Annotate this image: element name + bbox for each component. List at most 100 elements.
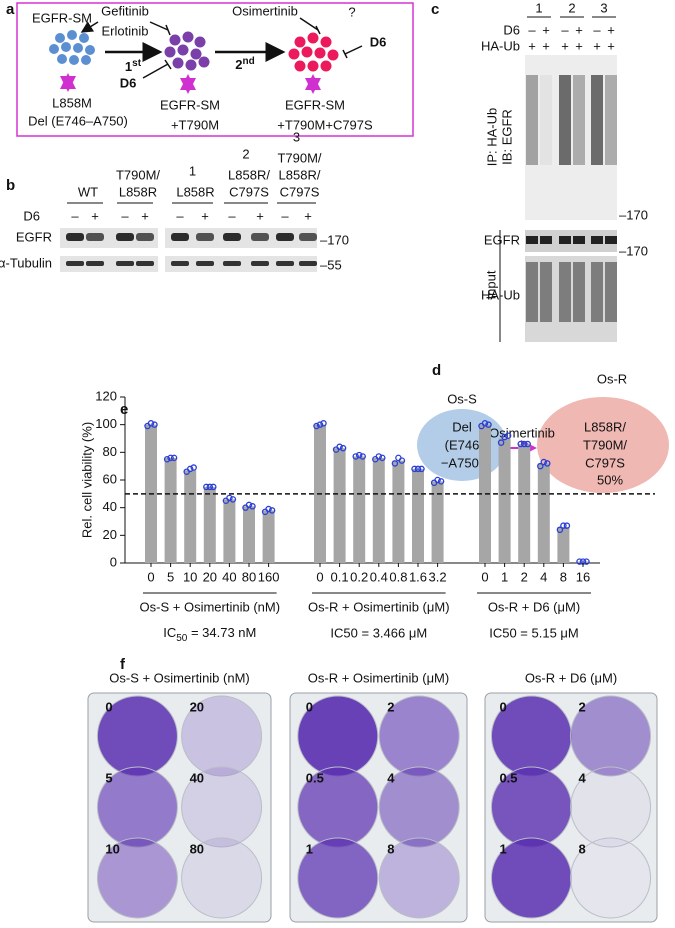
band xyxy=(591,236,603,244)
replicate-point xyxy=(167,454,174,462)
smear xyxy=(559,75,571,165)
plate-title: Os-R + D6 (μM) xyxy=(525,670,617,685)
label: + xyxy=(542,38,550,53)
label: –55 xyxy=(320,257,342,272)
well-label: 4 xyxy=(387,770,395,785)
bar xyxy=(537,463,550,563)
y-tick-label: 60 xyxy=(103,471,117,486)
label: + xyxy=(304,208,312,223)
replicate-point xyxy=(391,460,399,467)
panel-letter: b xyxy=(6,177,15,194)
panel-a-frame xyxy=(16,2,414,137)
label: IB: EGFR xyxy=(499,109,514,165)
replicate-point xyxy=(418,465,425,473)
well-label: 0.5 xyxy=(306,770,324,785)
plate-title: Os-R + Osimertinib (μM) xyxy=(308,670,449,685)
x-tick-label: 0.2 xyxy=(350,569,368,584)
well xyxy=(96,766,178,848)
x-tick-label: 16 xyxy=(576,569,590,584)
x-tick-label: 1 xyxy=(501,569,508,584)
replicate-point xyxy=(434,476,441,484)
x-tick-label: 0.1 xyxy=(331,569,349,584)
label: Input xyxy=(483,270,498,299)
bar xyxy=(164,457,177,563)
label: D6 xyxy=(370,34,387,49)
replicate-point xyxy=(316,421,324,428)
bar xyxy=(203,486,216,563)
replicate-point xyxy=(520,440,528,448)
label: 2 xyxy=(235,57,242,72)
well-label: 2 xyxy=(579,699,586,714)
label: Gefitinib xyxy=(101,3,149,18)
band xyxy=(299,261,317,266)
label: – xyxy=(71,208,79,223)
well-label: 1 xyxy=(499,841,506,856)
label: EGFR xyxy=(16,229,52,244)
label: – xyxy=(176,208,184,223)
label: +T790M+C797S xyxy=(277,117,373,132)
band xyxy=(66,233,84,241)
red-cluster xyxy=(288,32,339,72)
band xyxy=(86,233,104,241)
label: 2nd xyxy=(235,56,254,73)
replicate-point xyxy=(352,453,359,460)
label: C797S xyxy=(585,455,625,470)
label: 3 xyxy=(293,129,300,144)
replicate-point xyxy=(245,501,253,509)
label: EGFR-SM xyxy=(32,10,92,25)
label: L858M xyxy=(52,95,92,110)
panel-letter: c xyxy=(431,1,439,18)
label: HA-Ub xyxy=(481,38,520,53)
x-tick-label: 10 xyxy=(183,569,197,584)
y-tick-label: 80 xyxy=(103,444,117,459)
purple-cluster xyxy=(164,31,210,71)
replicate-point xyxy=(414,465,422,473)
x-tick-label: 8 xyxy=(560,569,567,584)
x-tick-label: 80 xyxy=(242,569,256,584)
label: IC xyxy=(163,625,176,640)
band xyxy=(251,233,269,241)
label: 2 xyxy=(242,146,249,161)
bar xyxy=(412,468,424,563)
ic50-label: IC50 = 5.15 μM xyxy=(489,625,579,640)
smear xyxy=(573,262,585,322)
bar xyxy=(431,481,444,563)
x-tick-label: 0.8 xyxy=(389,569,407,584)
replicate-point xyxy=(186,465,194,473)
replicate-point xyxy=(226,494,233,502)
label: Del (E746–A750) xyxy=(28,113,128,128)
replicate-point xyxy=(375,453,383,460)
label: Erlotinib xyxy=(102,23,149,38)
well xyxy=(181,837,263,919)
blot xyxy=(60,256,158,272)
label: C797S xyxy=(229,184,269,199)
label: Osimertinib xyxy=(232,3,298,18)
well xyxy=(378,766,460,848)
x-tick-label: 0.4 xyxy=(370,569,388,584)
label: T790M/ xyxy=(116,167,160,182)
replicate-point xyxy=(560,522,567,529)
band xyxy=(299,233,317,241)
label: EGFR-SM xyxy=(160,97,220,112)
smear xyxy=(540,262,552,322)
label: –170 xyxy=(320,232,349,247)
label: 3 xyxy=(600,0,607,15)
label: IP: HA-Ub xyxy=(484,108,499,167)
smear xyxy=(591,262,603,322)
panel-letter: e xyxy=(120,401,128,418)
group-label: Os-R + Osimertinib (μM) xyxy=(308,599,449,614)
well-label: 0.5 xyxy=(499,770,517,785)
well-label: 0 xyxy=(499,699,506,714)
bar xyxy=(243,506,255,563)
panel-letter: f xyxy=(120,656,126,673)
label: + xyxy=(607,22,615,37)
x-tick-label: 5 xyxy=(167,569,174,584)
label: α-Tubulin xyxy=(0,255,52,270)
replicate-point xyxy=(206,483,214,491)
superscript: nd xyxy=(243,56,255,67)
replicate-point xyxy=(210,483,217,491)
label: L858R/ xyxy=(279,167,321,182)
replicate-point xyxy=(265,505,272,513)
replicate-point xyxy=(504,432,512,439)
label: = 34.73 nM xyxy=(187,625,256,640)
